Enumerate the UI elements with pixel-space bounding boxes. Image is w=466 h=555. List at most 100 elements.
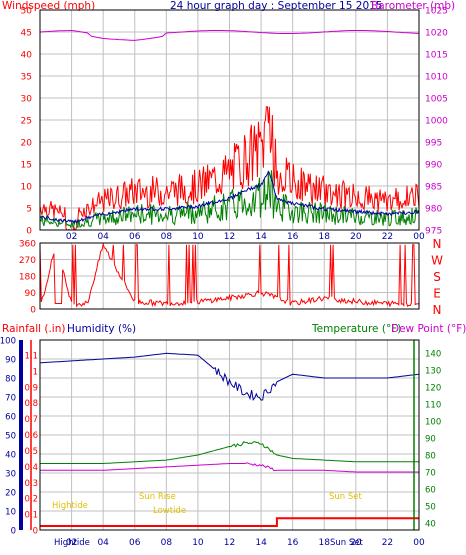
weather-hour-label: 08: [161, 538, 173, 548]
windspeed-line: [39, 106, 420, 231]
average-wind-line: [39, 170, 420, 225]
compass-letter: W: [431, 254, 443, 268]
weather-plot-frame: [39, 339, 420, 531]
compass-letter: E: [433, 287, 441, 301]
wind-hour-label: 08: [161, 232, 173, 242]
humidity-tick-label: 90: [5, 356, 16, 366]
temperature-tick-label: 120: [425, 384, 441, 394]
wind-hour-label: 16: [287, 232, 299, 242]
barometer-tick-label: 1005: [425, 95, 448, 105]
weather-hour-label: 14: [255, 538, 267, 548]
weather-panel: Rainfall (.in) Humidity (%) Temperature …: [0, 323, 466, 548]
rain-tick-label: 0: [33, 527, 38, 537]
windspeed-tick-label: 30: [21, 95, 33, 105]
temperature-tick-label: 40: [425, 520, 436, 530]
direction-left-ticks: 360 270 180 90 0: [19, 240, 36, 316]
direction-tick-label: 270: [19, 256, 36, 266]
weather-hour-label: 20: [350, 538, 362, 548]
temperature-tick-label: 90: [425, 435, 436, 445]
weather-hour-label: 04: [97, 538, 109, 548]
temperature-tick-label: 50: [425, 503, 436, 513]
direction-tick-label: 90: [25, 289, 37, 299]
wind-hour-label: 02: [66, 232, 77, 242]
humidity-tick-label: 0: [11, 527, 16, 537]
weather-hour-label: 10: [192, 538, 204, 548]
rain-tick-label: 1: [33, 367, 38, 377]
sunrise-marker: Sun Rise: [139, 492, 176, 502]
hightide-bottom-marker: Hightide: [54, 538, 90, 548]
temperature-line: [40, 441, 419, 464]
humidity-tick-label: 10: [5, 508, 16, 518]
dewpoint-line: [40, 462, 419, 473]
humidity-tick-label: 80: [5, 375, 16, 385]
windspeed-tick-label: 10: [21, 183, 33, 193]
wind-hour-label: 12: [224, 232, 235, 242]
windspeed-tick-label: 45: [21, 29, 32, 39]
temperature-axis-label: Temperature (°F): [311, 323, 401, 335]
temperature-tick-label: 100: [425, 418, 441, 428]
wind-hour-label: 22: [382, 232, 393, 242]
wind-hour-label: 04: [97, 232, 109, 242]
windspeed-axis-label: Windspeed (mph): [2, 0, 95, 12]
humidity-axis-label: Humidity (%): [67, 323, 136, 335]
barometer-tick-label: 1015: [425, 51, 448, 61]
humidity-tick-label: 20: [5, 489, 16, 499]
windspeed-tick-label: 0: [26, 227, 32, 237]
humidity-tick-label: 40: [5, 451, 16, 461]
wind-plot-frame: [39, 9, 420, 231]
barometer-line: [39, 29, 420, 41]
barometer-tick-label: 975: [425, 227, 442, 237]
weather-hour-labels: 02 04 06 08 10 12 14 16 18 20 22 00: [66, 538, 425, 548]
temperature-tick-label: 80: [425, 452, 436, 462]
barometer-axis-label: Barometer (mb): [371, 0, 455, 12]
wind-direction-line: [39, 242, 420, 308]
wind-hour-label: 20: [350, 232, 362, 242]
lowtide-marker: Lowtide: [153, 506, 186, 516]
wind-hour-label: 10: [192, 232, 204, 242]
compass-letter: N: [433, 237, 442, 251]
weather-hour-label: 02: [66, 538, 77, 548]
hightide-marker: Hightide: [52, 501, 88, 511]
humidity-axis-bar: [19, 340, 23, 530]
compass-letter: S: [433, 270, 441, 284]
temperature-tick-label: 70: [425, 469, 436, 479]
direction-series: [39, 242, 420, 308]
temperature-ticks: 140 130 120 110 100 90 80 70 60 50 40: [425, 350, 441, 530]
windspeed-tick-label: 15: [21, 161, 32, 171]
barometer-tick-label: 1025: [425, 7, 448, 17]
wind-direction-average-line: [39, 170, 420, 230]
windspeed-tick-label: 35: [21, 73, 32, 83]
weather-hour-label: 12: [224, 538, 235, 548]
wind-hour-label: 14: [255, 232, 267, 242]
baro-right-ticks: 1025 1020 1015 1010 1005 1000 995 990 985 980 975: [425, 7, 448, 237]
temperature-tick-label: 110: [425, 401, 441, 411]
direction-tick-label: 180: [19, 273, 36, 283]
barometer-tick-label: 1020: [425, 29, 448, 39]
humidity-tick-label: 70: [5, 394, 16, 404]
weather-hour-label: 00: [413, 538, 425, 548]
humidity-tick-label: 50: [5, 432, 16, 442]
weather-series: [30, 340, 420, 530]
wind-hour-labels: 02 04 06 08 10 12 14 16 18 20 22 00: [66, 232, 425, 242]
weather-hour-label: 18: [319, 538, 331, 548]
wind-hour-label: 00: [413, 232, 425, 242]
wind-panel: Windspeed (mph) 24 hour graph day : Sept…: [2, 0, 455, 242]
direction-tick-label: 360: [19, 240, 36, 250]
barometer-tick-label: 1010: [425, 73, 448, 83]
event-markers: Hightide Sun Rise Lowtide Sun Set Highti…: [52, 492, 363, 548]
temperature-tick-label: 140: [425, 350, 441, 360]
windspeed-tick-label: 20: [21, 139, 33, 149]
windspeed-tick-label: 50: [21, 7, 33, 17]
temperature-tick-label: 60: [425, 486, 436, 496]
windspeed-tick-label: 5: [26, 205, 32, 215]
wind-hour-label: 18: [319, 232, 331, 242]
temperature-tick-label: 130: [425, 367, 441, 377]
humidity-tick-label: 30: [5, 470, 16, 480]
wind-series: [39, 29, 420, 231]
rainfall-axis-label: Rainfall (.in): [2, 323, 65, 335]
humidity-line: [39, 352, 420, 401]
sunset-bottom-marker: Sun Set: [330, 538, 363, 548]
